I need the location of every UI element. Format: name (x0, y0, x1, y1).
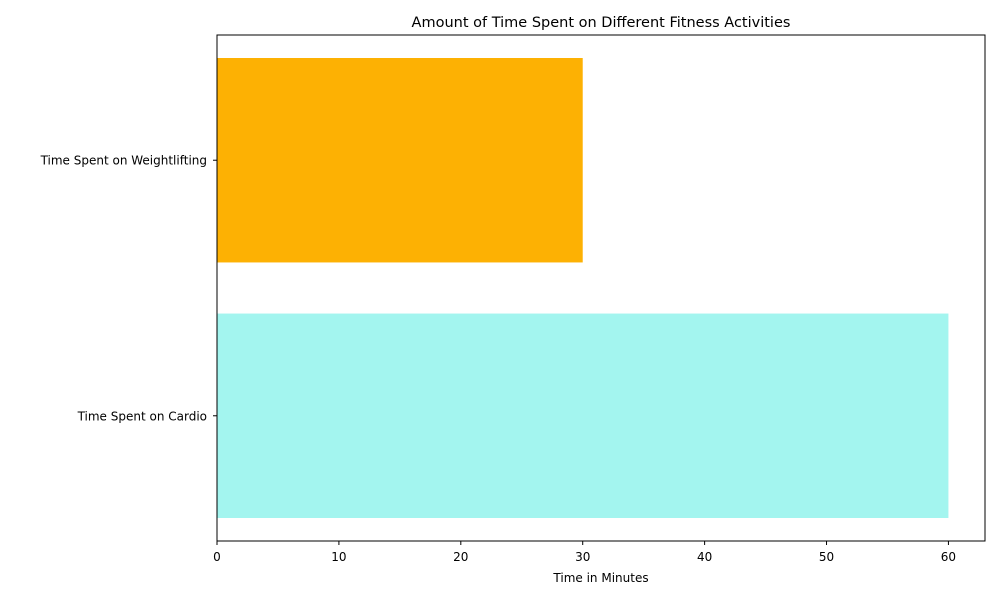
y-tick-label: Time Spent on Cardio (77, 409, 207, 423)
x-tick-label: 20 (453, 550, 468, 564)
x-tick-label: 40 (697, 550, 712, 564)
x-axis-ticks: 0 10 20 30 40 50 60 (213, 541, 956, 564)
chart-title: Amount of Time Spent on Different Fitnes… (412, 15, 791, 31)
bar-time-spent-on-cardio (217, 313, 949, 518)
y-axis-ticks: Time Spent on Cardio Time Spent on Weight… (40, 154, 217, 423)
x-tick-label: 50 (819, 550, 834, 564)
x-tick-label: 60 (941, 550, 956, 564)
y-tick-label: Time Spent on Weightlifting (40, 154, 207, 168)
bars-layer (217, 58, 949, 518)
bar-time-spent-on-weightlifting (217, 58, 583, 263)
x-axis-label: Time in Minutes (552, 571, 648, 585)
x-tick-label: 30 (575, 550, 590, 564)
x-tick-label: 0 (213, 550, 221, 564)
x-tick-label: 10 (331, 550, 346, 564)
plot-frame (216, 34, 986, 542)
